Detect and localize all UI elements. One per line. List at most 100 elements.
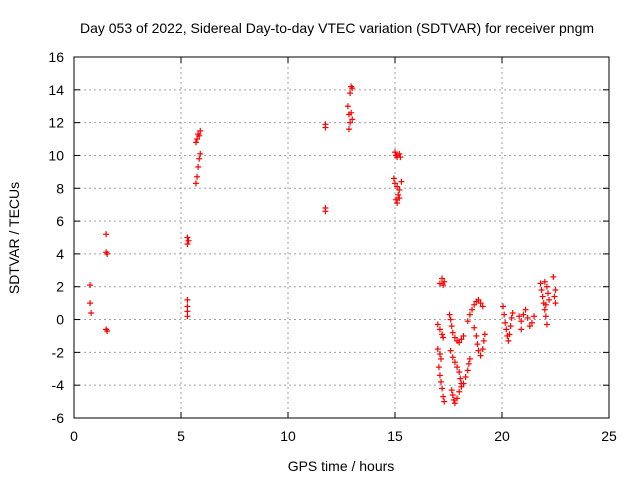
data-point (194, 136, 201, 143)
data-point (506, 331, 513, 338)
data-point (87, 282, 94, 289)
data-point (458, 383, 465, 390)
y-tick-label: 8 (56, 180, 64, 196)
data-point (87, 300, 94, 307)
data-point (552, 300, 559, 307)
data-point (464, 318, 471, 325)
data-point (480, 337, 487, 344)
data-point (344, 103, 351, 110)
data-point (447, 316, 454, 323)
data-point (456, 339, 463, 346)
plot-frame (73, 56, 610, 419)
data-point (349, 85, 356, 92)
data-point (471, 301, 478, 308)
data-point (456, 388, 463, 395)
data-point (518, 318, 525, 325)
data-point (545, 290, 552, 297)
x-tick-label: 25 (601, 428, 617, 444)
data-point (502, 319, 509, 326)
data-point (477, 352, 484, 359)
x-tick-label: 5 (177, 428, 185, 444)
y-tick-label: 6 (56, 213, 64, 229)
y-tick-label: 2 (56, 279, 64, 295)
data-point (507, 323, 514, 330)
data-point (537, 280, 544, 287)
y-tick-label: 14 (48, 82, 64, 98)
data-point (531, 313, 538, 320)
data-point (397, 154, 404, 161)
data-point (501, 311, 508, 318)
data-point (394, 183, 401, 190)
data-point (348, 109, 355, 116)
data-point (439, 331, 446, 338)
data-point (551, 293, 558, 300)
data-point (465, 360, 472, 367)
data-point (509, 309, 516, 316)
y-tick-label: -2 (52, 344, 65, 360)
data-point (474, 341, 481, 348)
data-point (104, 328, 111, 335)
data-point (541, 278, 548, 285)
grid (74, 57, 609, 418)
x-axis-label: GPS time / hours (288, 458, 395, 474)
data-point (475, 296, 482, 303)
data-point (542, 301, 549, 308)
data-point (550, 273, 557, 280)
data-point (398, 178, 405, 185)
data-point (446, 311, 453, 318)
data-point (539, 293, 546, 300)
data-point (440, 334, 447, 341)
y-tick-label: -6 (52, 410, 65, 426)
data-point (451, 359, 458, 366)
y-axis-label: SDTVAR / TECUs (6, 182, 22, 294)
data-point (450, 396, 457, 403)
data-point (466, 355, 473, 362)
data-point (396, 186, 403, 193)
data-point (435, 364, 442, 371)
data-point (464, 367, 471, 374)
data-point (441, 278, 448, 285)
data-point (349, 116, 356, 123)
data-point (518, 326, 525, 333)
data-point (460, 332, 467, 339)
data-point (184, 296, 191, 303)
data-point (458, 336, 465, 343)
data-point (466, 311, 473, 318)
data-point (524, 314, 531, 321)
data-point (546, 296, 553, 303)
y-tick-label: 4 (56, 246, 64, 262)
y-tick-label: 12 (48, 115, 64, 131)
data-point (447, 347, 454, 354)
data-point (542, 313, 549, 320)
data-point (449, 329, 456, 336)
x-tick-label: 10 (280, 428, 296, 444)
y-tick-label: 10 (48, 147, 64, 163)
data-point (538, 287, 545, 294)
data-point (88, 309, 95, 316)
data-point (543, 283, 550, 290)
data-point (197, 127, 204, 134)
data-point (436, 326, 443, 333)
data-point (441, 398, 448, 405)
data-point (541, 306, 548, 313)
data-point (347, 90, 354, 97)
data-point (462, 373, 469, 380)
data-point (395, 191, 402, 198)
data-point (192, 180, 199, 187)
data-point (543, 321, 550, 328)
data-point (449, 354, 456, 361)
axes: 0 5 10 15 20 25 -6 -4 -2 0 2 4 6 8 10 12 14 16 (48, 49, 617, 444)
data-point (322, 208, 329, 215)
data-point (522, 306, 529, 313)
data-point (528, 319, 535, 326)
data-point (526, 323, 533, 330)
data-point (434, 321, 441, 328)
data-point (479, 303, 486, 310)
data-point (448, 387, 455, 394)
data-point (436, 280, 443, 287)
data-point (457, 375, 464, 382)
data-point (500, 303, 507, 310)
data-point (393, 196, 400, 203)
